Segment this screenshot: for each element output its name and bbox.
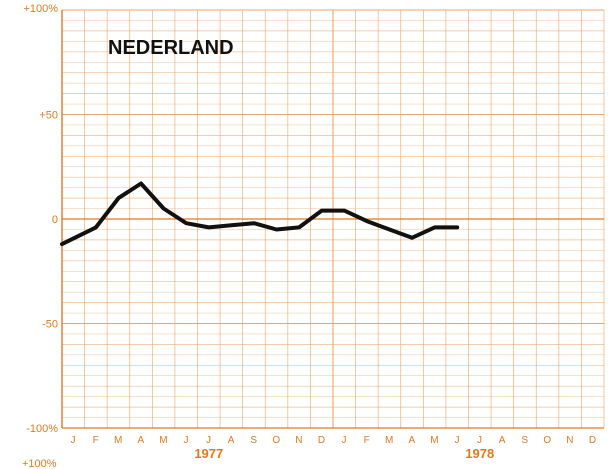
x-tick-label: N xyxy=(566,435,574,446)
y-tick-label: +100% xyxy=(23,3,58,15)
x-tick-label: A xyxy=(228,435,235,446)
x-tick-label: O xyxy=(272,435,280,446)
x-tick-label: J xyxy=(454,435,460,446)
series-line xyxy=(60,181,460,247)
x-tick-label: J xyxy=(206,435,212,446)
year-label: 1977 xyxy=(194,446,223,461)
x-tick-label: D xyxy=(589,435,597,446)
x-tick-label: A xyxy=(499,435,506,446)
grid xyxy=(61,9,605,429)
x-tick-label: N xyxy=(295,435,303,446)
x-tick-label: A xyxy=(408,435,415,446)
series-line-layer xyxy=(60,181,460,247)
x-tick-label: M xyxy=(430,435,439,446)
x-tick-label: M xyxy=(114,435,123,446)
x-tick-label: J xyxy=(71,435,77,446)
y-tick-label: +50 xyxy=(39,110,58,122)
x-tick-label: S xyxy=(250,435,257,446)
x-tick-label: D xyxy=(318,435,326,446)
x-tick-label: M xyxy=(159,435,168,446)
x-tick-label: M xyxy=(385,435,394,446)
bottom-clip-label: +100% xyxy=(22,458,57,469)
x-tick-label: J xyxy=(342,435,348,446)
x-tick-label: A xyxy=(137,435,144,446)
x-tick-label: F xyxy=(364,435,371,446)
y-tick-label: 0 xyxy=(52,214,58,226)
x-tick-label: O xyxy=(543,435,551,446)
x-tick-label: S xyxy=(521,435,528,446)
y-axis-ticks: +100% +50 0 -50 -100% xyxy=(23,3,58,435)
axes xyxy=(61,10,604,429)
chart-title: NEDERLAND xyxy=(108,37,234,59)
x-tick-label: J xyxy=(183,435,189,446)
x-tick-label: J xyxy=(477,435,483,446)
x-tick-label: F xyxy=(93,435,100,446)
y-tick-label: -50 xyxy=(42,319,58,331)
y-tick-label: -100% xyxy=(26,423,58,435)
x-axis-ticks: J F M A M J J A S O N D J F M A M J J A S O N D 1977 1978 xyxy=(71,435,597,461)
year-label: 1978 xyxy=(465,446,494,461)
